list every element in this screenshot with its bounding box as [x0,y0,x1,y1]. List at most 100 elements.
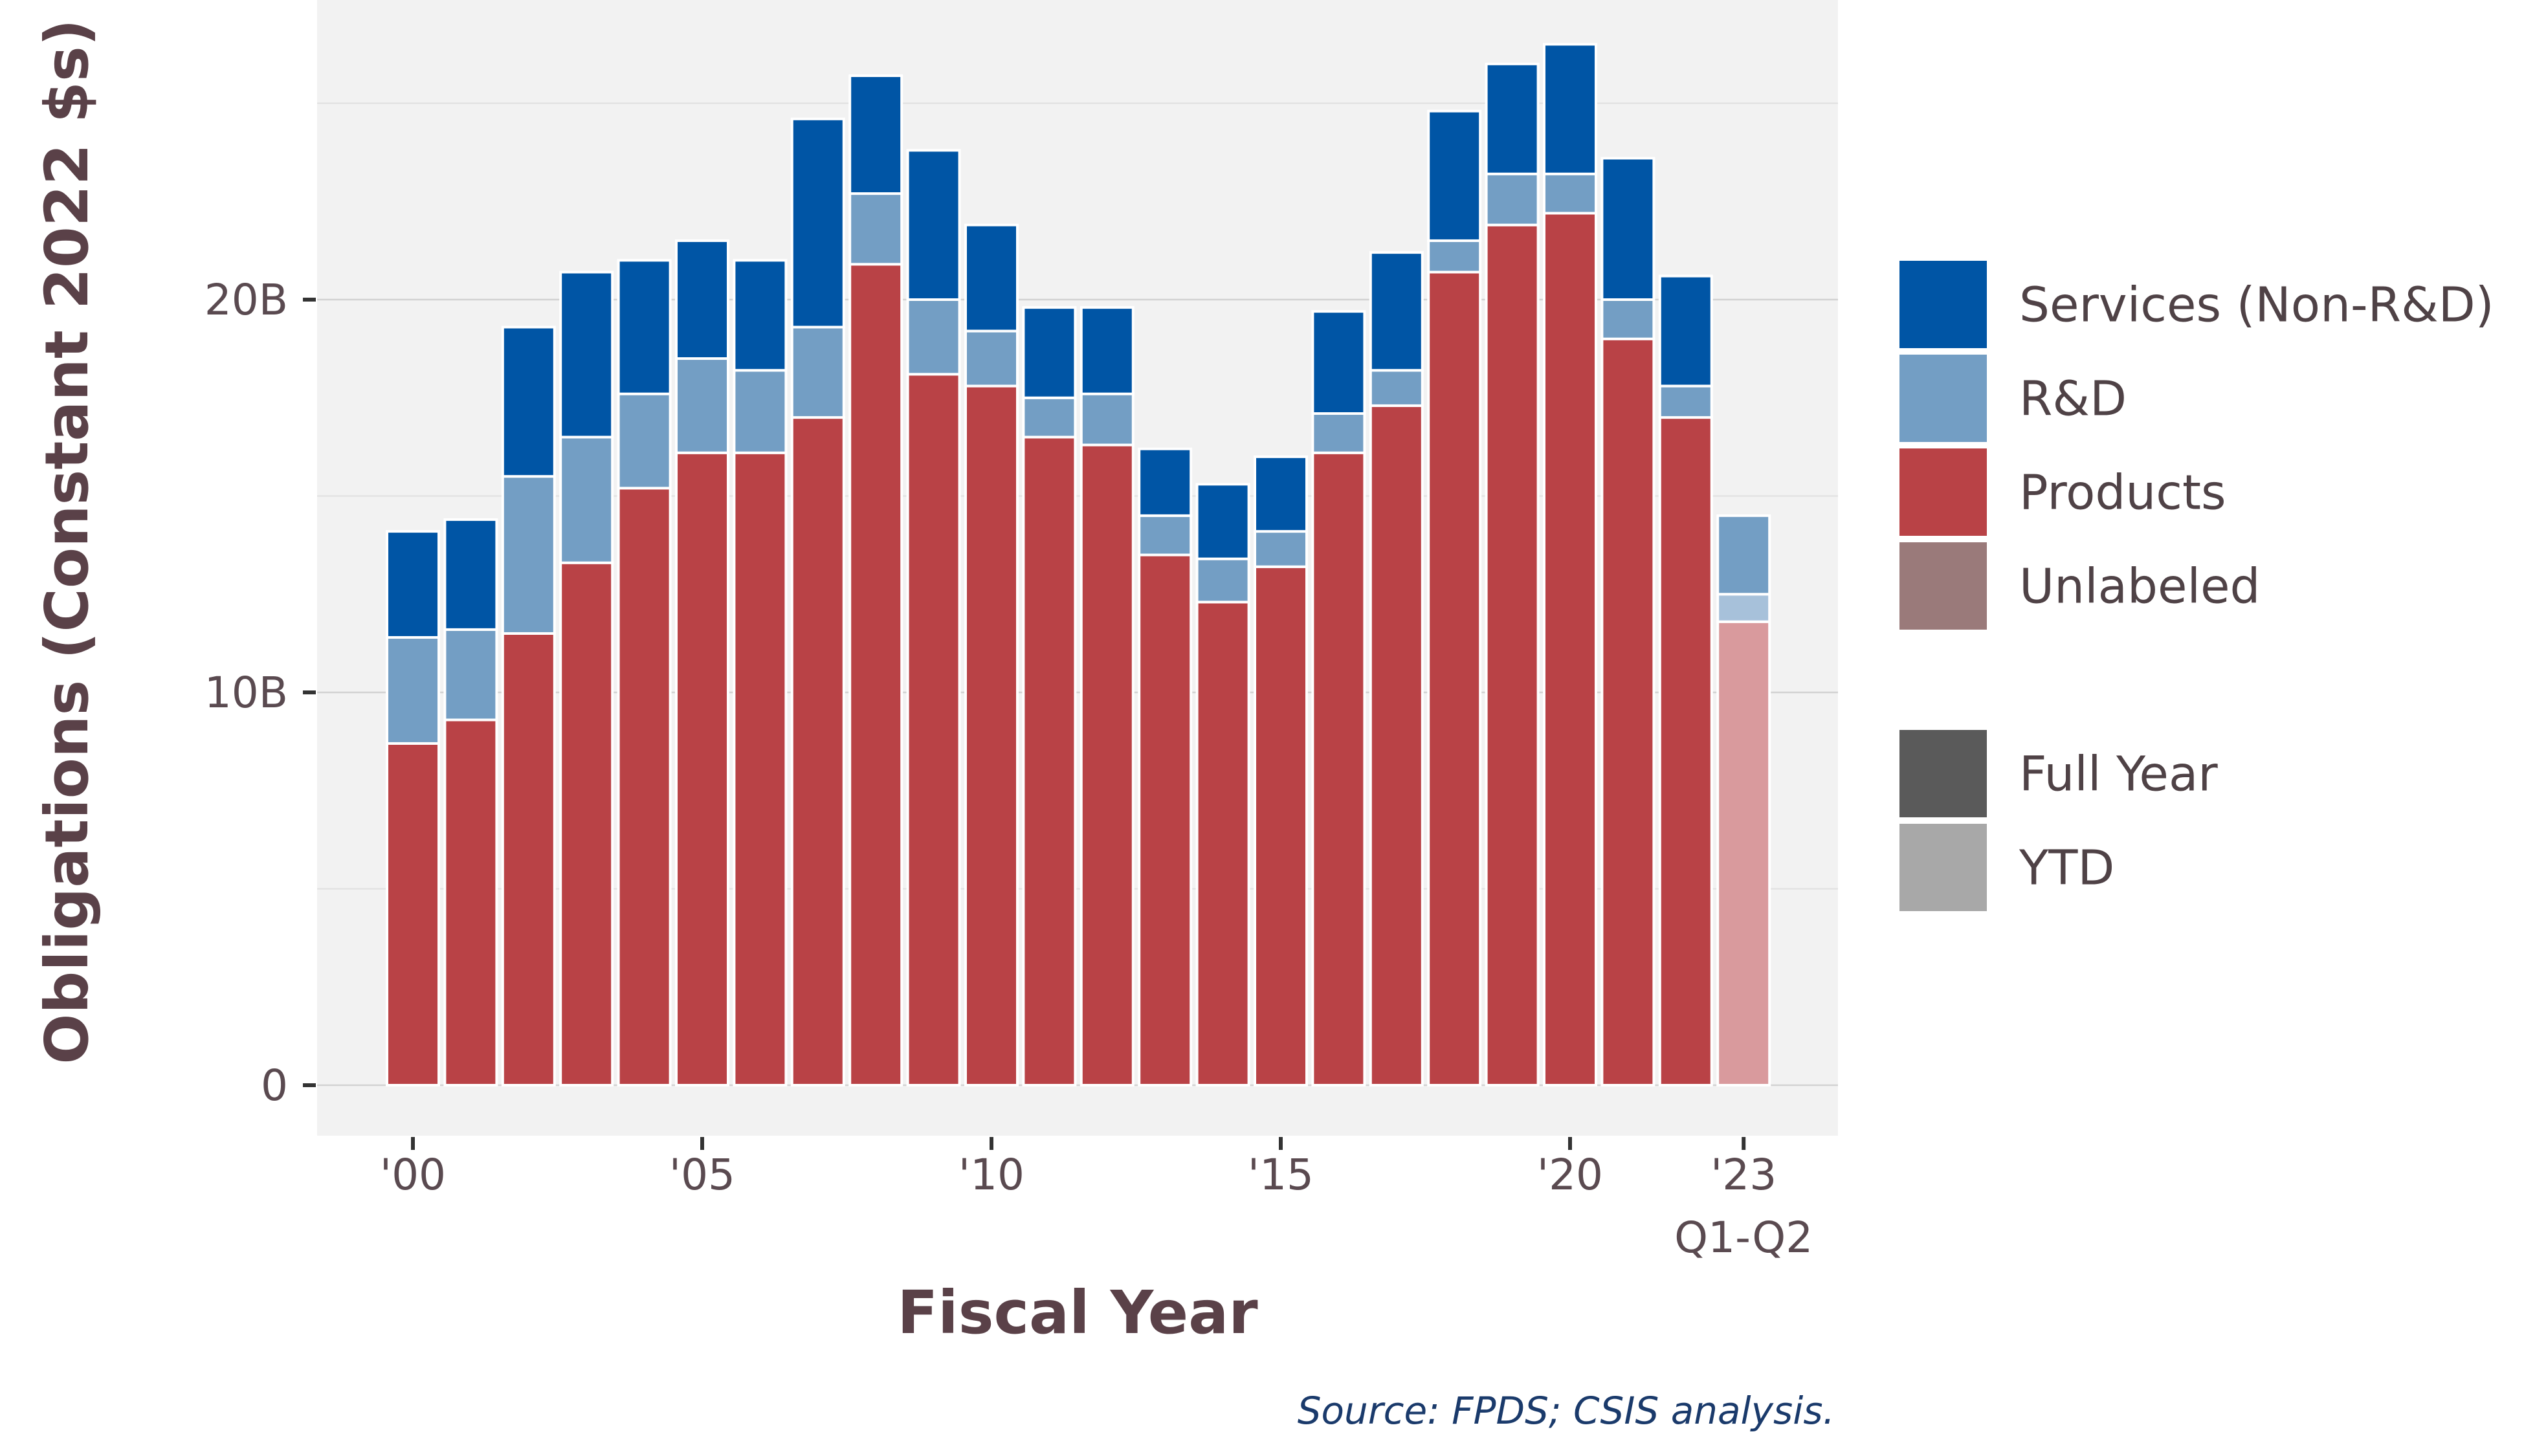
bar-segment [790,416,845,1086]
bar-segment [1485,62,1540,175]
bar-segment [848,263,903,1086]
y-axis-title: Obligations (Constant 2022 $s) [32,19,102,1064]
bar-segment [1254,565,1308,1086]
bar-segment [1716,514,1771,596]
bar-segment [443,518,498,631]
bar-segment [1485,223,1540,1086]
legend-swatch [1899,824,1987,911]
y-tick-label: 0 [261,1061,288,1110]
bar-segment [1195,601,1250,1086]
bar-segment [1485,172,1540,226]
bar-segment [1716,620,1771,1086]
bar-segment [1311,412,1366,454]
bars [386,43,1771,1087]
bar-segment [1079,443,1135,1086]
bar-segment [1138,553,1193,1086]
bar-segment [617,487,672,1086]
bar-segment [733,451,788,1086]
bar-segment [1543,43,1597,175]
y-tick-label: 10B [205,668,288,718]
bar-segment [501,475,556,635]
bar-segment [1195,557,1250,604]
bar-segment [790,325,845,419]
x-tick-label: '15 [1248,1150,1314,1200]
bar-segment [1543,172,1597,215]
bar-segment [501,632,556,1086]
bar-segment [675,239,729,360]
x-axis-title: Fiscal Year [897,1278,1258,1347]
bar-segment [1022,436,1077,1086]
x-tick-label: '00 [380,1150,446,1200]
bar-segment [790,117,845,329]
legend-swatch [1899,261,1987,348]
bar-segment [1427,270,1482,1086]
legend-label: Services (Non-R&D) [2019,278,2494,333]
bar-segment [1369,369,1424,407]
bar-segment [443,718,498,1086]
x-tick-sublabel: Q1-Q2 [1674,1213,1813,1263]
bar-segment [1600,298,1655,340]
bar-segment [386,742,440,1087]
bar-segment [501,325,556,478]
bar-segment [848,74,903,195]
bar-segment [848,192,903,266]
bar-segment [1311,451,1366,1086]
legend-swatch [1899,448,1987,536]
legend-swatch [1899,542,1987,630]
bar-segment [1195,483,1250,560]
bar-segment [964,329,1019,388]
legend-label: Full Year [2019,747,2218,802]
bar-segment [964,223,1019,333]
legend-label: R&D [2019,371,2127,427]
y-tick-label: 20B [205,275,288,325]
bar-segment [1600,157,1655,301]
bar-segment [1658,416,1713,1086]
bar-segment [1022,306,1077,399]
bar-segment [675,451,729,1086]
bar-segment [1543,212,1597,1087]
x-tick-label: '05 [669,1150,735,1200]
bar-segment [1311,310,1366,415]
bar-segment [386,530,440,639]
bar-segment [617,259,672,395]
axes: 0 10B 20B '00 '05 '10 '15 '20 '23 Q1-Q2 [205,275,1813,1263]
bar-segment [443,628,498,722]
bar-segment [1022,396,1077,439]
bar-segment [733,259,788,372]
bar-segment [675,357,729,454]
bar-segment [1658,384,1713,419]
x-tick-label: '20 [1537,1150,1603,1200]
bar-segment [906,373,961,1087]
bar-segment [1079,306,1135,395]
bar-segment [1716,593,1771,623]
bar-segment [559,436,614,564]
bar-segment [1658,274,1713,388]
bar-segment [733,369,788,454]
bar-segment [1369,251,1424,372]
legend-label: Products [2019,465,2226,521]
bar-segment [559,561,614,1086]
bar-segment [1427,239,1482,274]
x-tick-label: '23 [1710,1150,1777,1200]
legend-label: Unlabeled [2019,559,2261,615]
bar-segment [1254,530,1308,568]
bar-segment [1138,514,1193,557]
bar-segment [906,149,961,301]
bar-segment [1138,447,1193,517]
bar-segment [617,392,672,490]
bar-segment [1079,392,1135,447]
legend-swatch [1899,355,1987,442]
bar-segment [1254,455,1308,533]
bar-segment [1369,404,1424,1086]
bar-segment [1427,109,1482,242]
source-note: Source: FPDS; CSIS analysis. [1298,1389,1835,1433]
bar-segment [386,636,440,745]
legend-label: YTD [2019,841,2114,896]
bar-segment [906,298,961,376]
bar-segment [559,270,614,439]
bar-segment [1600,337,1655,1087]
x-tick-label: '10 [958,1150,1024,1200]
bar-segment [964,384,1019,1086]
legend-swatch [1899,730,1987,817]
